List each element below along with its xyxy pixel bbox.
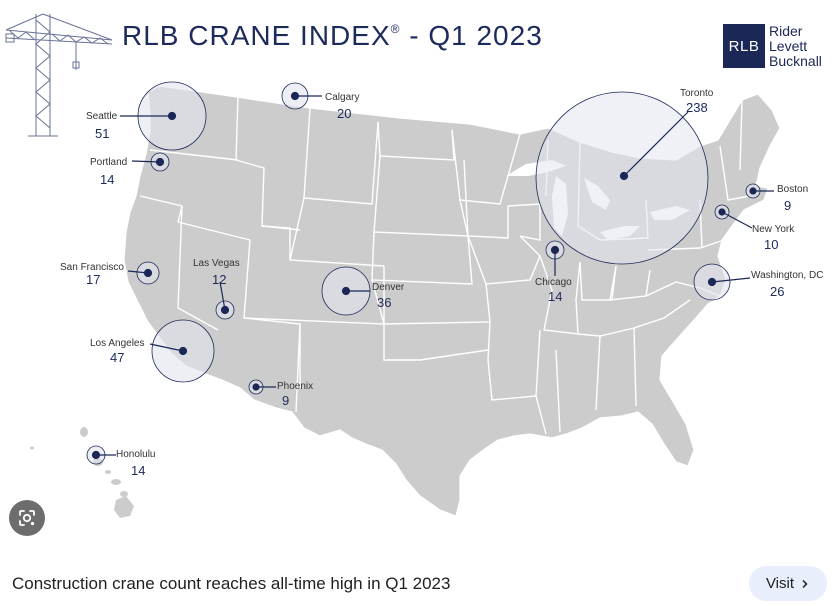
crane-illustration: [5, 13, 113, 137]
city-count-las-vegas: 12: [212, 272, 227, 287]
city-count-san-francisco: 17: [86, 272, 101, 287]
google-lens-icon[interactable]: [9, 500, 45, 536]
visit-label: Visit: [765, 575, 795, 592]
city-count-honolulu: 14: [131, 463, 146, 478]
city-markers: [91, 91, 774, 460]
city-count-new-york: 10: [764, 237, 779, 252]
city-label-toronto: Toronto: [680, 88, 714, 99]
city-label-boston: Boston: [777, 184, 809, 195]
city-count-toronto: 238: [686, 100, 708, 115]
city-label-los-angeles: Los Angeles: [90, 338, 145, 349]
registered-mark: ®: [390, 22, 401, 36]
city-label-portland: Portland: [90, 157, 128, 168]
logo-line-2: Levett: [769, 38, 808, 54]
logo-wordmark: Rider Levett Bucknall: [769, 24, 822, 69]
rlb-logo: RLB Rider Levett Bucknall: [723, 24, 829, 70]
city-count-denver: 36: [377, 295, 392, 310]
logo-mark: RLB: [723, 24, 765, 68]
map-title: RLB CRANE INDEX® - Q1 2023: [122, 20, 543, 52]
city-count-chicago: 14: [548, 289, 563, 304]
visit-button[interactable]: Visit: [749, 566, 827, 601]
chevron-right-icon: [802, 579, 808, 588]
city-count-seattle: 51: [95, 126, 110, 141]
city-label-san-francisco: San Francisco: [60, 262, 124, 273]
city-label-washington-dc: Washington, DC: [751, 270, 824, 281]
map-image[interactable]: RLB CRANE INDEX® - Q1 2023 RLB Rider Lev…: [0, 0, 834, 548]
city-count-los-angeles: 47: [110, 350, 125, 365]
city-count-portland: 14: [100, 172, 115, 187]
result-caption[interactable]: Construction crane count reaches all-tim…: [12, 574, 451, 593]
city-label-honolulu: Honolulu: [116, 449, 156, 460]
city-label-las-vegas: Las Vegas: [193, 258, 240, 269]
lens-glyph: [19, 510, 35, 526]
city-label-calgary: Calgary: [325, 92, 360, 103]
city-label-chicago: Chicago: [535, 277, 572, 288]
result-footer: [0, 548, 834, 606]
city-label-denver: Denver: [372, 282, 405, 293]
city-count-boston: 9: [784, 198, 792, 213]
city-label-new-york: New York: [752, 224, 795, 235]
logo-line-3: Bucknall: [769, 53, 822, 69]
logo-line-1: Rider: [769, 23, 803, 39]
us-map: [5, 13, 781, 518]
city-label-seattle: Seattle: [86, 111, 118, 122]
title-suffix: - Q1 2023: [400, 20, 543, 51]
city-count-washington-dc: 26: [770, 284, 785, 299]
city-count-calgary: 20: [337, 106, 352, 121]
city-count-phoenix: 9: [282, 393, 290, 408]
city-label-phoenix: Phoenix: [277, 381, 314, 392]
title-text: RLB CRANE INDEX: [122, 20, 391, 51]
hawaii: [30, 427, 134, 518]
